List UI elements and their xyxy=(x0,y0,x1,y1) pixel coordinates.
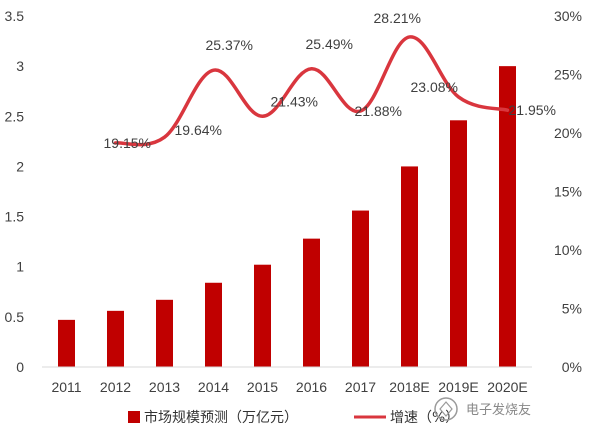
left-tick-label: 1 xyxy=(16,259,24,275)
bar xyxy=(254,264,271,367)
legend-line-label: 增速（%） xyxy=(390,410,459,426)
watermark: 电子发烧友 xyxy=(434,397,582,421)
bar xyxy=(58,319,75,367)
line-data-label: 21.43% xyxy=(271,93,318,109)
line-series xyxy=(113,35,510,147)
line-data-label: 21.95% xyxy=(509,102,556,118)
bar xyxy=(401,166,418,367)
left-tick-label: 0.5 xyxy=(5,309,25,325)
right-tick-label: 30% xyxy=(554,8,582,24)
watermark-backdrop xyxy=(462,398,582,420)
x-tick-label: 2020E xyxy=(487,379,527,395)
line-data-label: 19.64% xyxy=(175,122,222,138)
right-tick-label: 0% xyxy=(562,359,582,375)
legend-bar-swatch xyxy=(128,411,140,423)
x-tick-label: 2018E xyxy=(389,379,429,395)
right-tick-label: 5% xyxy=(562,301,582,317)
right-tick-label: 25% xyxy=(554,67,582,83)
right-tick-label: 15% xyxy=(554,184,582,200)
x-axis: 2011 2012 2013 2014 2015 2016 2017 2018E 2019E 20… xyxy=(51,379,527,395)
watermark-logo-mark xyxy=(439,401,453,417)
watermark-text: 电子发烧友 xyxy=(466,402,531,418)
line-data-label: 25.37% xyxy=(206,37,253,53)
left-tick-label: 2.5 xyxy=(5,108,25,124)
legend: 市场规模预测（万亿元） 增速（%） xyxy=(128,409,459,426)
right-axis: 0% 5% 10% 15% 20% 25% 30% xyxy=(554,8,582,375)
x-tick-label: 2019E xyxy=(438,379,478,395)
left-tick-label: 0 xyxy=(16,359,24,375)
legend-bar-label: 市场规模预测（万亿元） xyxy=(144,409,298,426)
x-tick-label: 2017 xyxy=(345,379,376,395)
right-tick-label: 20% xyxy=(554,125,582,141)
watermark-logo-icon xyxy=(434,397,458,421)
bar xyxy=(303,238,320,367)
bar xyxy=(450,120,467,367)
line-data-label: 23.08% xyxy=(411,79,458,95)
x-tick-label: 2014 xyxy=(198,379,229,395)
line-data-label: 19.15% xyxy=(104,135,151,151)
left-tick-label: 1.5 xyxy=(5,209,25,225)
right-tick-label: 10% xyxy=(554,242,582,258)
growth-line xyxy=(113,35,510,147)
bar xyxy=(352,210,369,367)
bar-series xyxy=(58,66,516,368)
left-axis: 0 0.5 1 1.5 2 2.5 3 3.5 xyxy=(5,8,25,375)
x-tick-label: 2012 xyxy=(100,379,131,395)
left-tick-label: 3.5 xyxy=(5,8,25,24)
x-tick-label: 2011 xyxy=(51,379,81,395)
line-data-label: 25.49% xyxy=(306,36,353,52)
line-data-label: 28.21% xyxy=(374,10,421,26)
left-tick-label: 2 xyxy=(16,158,24,174)
x-tick-label: 2015 xyxy=(247,379,278,395)
bar xyxy=(205,282,222,367)
bar xyxy=(499,66,516,368)
x-tick-label: 2016 xyxy=(296,379,327,395)
bar xyxy=(156,299,173,367)
x-tick-label: 2013 xyxy=(149,379,180,395)
bar xyxy=(107,310,124,367)
line-data-label: 21.88% xyxy=(355,103,402,119)
line-data-labels: 19.15% 19.64% 25.37% 21.43% 25.49% 21.88% 28.2… xyxy=(104,10,556,151)
left-tick-label: 3 xyxy=(16,58,24,74)
